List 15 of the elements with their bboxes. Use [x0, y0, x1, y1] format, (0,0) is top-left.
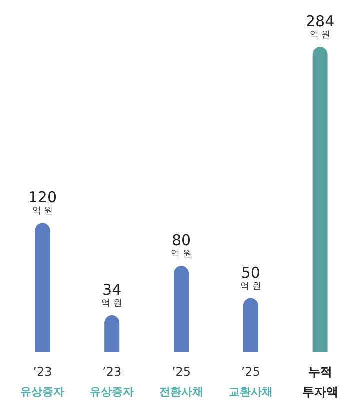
data-label: 120 억 원 — [28, 188, 58, 217]
bar — [312, 47, 328, 352]
bar — [35, 223, 50, 352]
x-tick-label: ’25 교환사채 — [228, 365, 273, 398]
bar — [243, 298, 258, 352]
x-tick-label: ’23 유상증자 — [20, 365, 65, 398]
data-label: 34 억 원 — [102, 281, 123, 310]
x-tick-label: ’23 유상증자 — [90, 365, 134, 398]
bar — [174, 266, 189, 352]
x-tick-label: ’25 전환사채 — [160, 365, 204, 398]
bar — [104, 316, 120, 352]
data-label: 284 억 원 — [306, 12, 335, 41]
x-tick-label: 누적 투자액 — [302, 365, 338, 399]
data-label: 50 억 원 — [240, 264, 262, 292]
data-label: 80 억 원 — [171, 232, 192, 260]
